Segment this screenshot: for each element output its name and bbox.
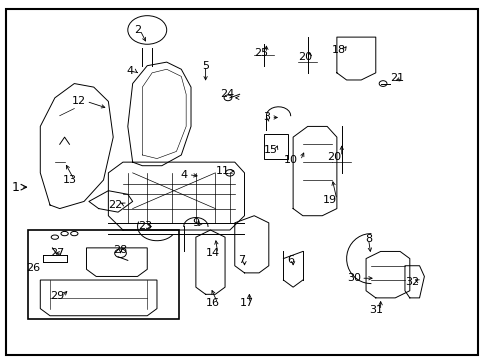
Text: 20: 20: [327, 152, 341, 162]
Bar: [28, 230, 179, 319]
Text: 23: 23: [138, 221, 152, 231]
Text: 24: 24: [220, 89, 234, 99]
Text: 2: 2: [134, 25, 141, 35]
Text: 18: 18: [331, 45, 346, 55]
Text: 10: 10: [283, 156, 297, 165]
Text: 9: 9: [192, 218, 199, 228]
Text: 8: 8: [364, 234, 371, 244]
Text: 20: 20: [298, 52, 312, 62]
Text: 28: 28: [113, 245, 127, 255]
Text: 14: 14: [205, 248, 220, 258]
Text: 15: 15: [264, 145, 278, 155]
Text: 29: 29: [50, 291, 64, 301]
Text: 7: 7: [238, 255, 245, 265]
Text: 16: 16: [205, 298, 220, 308]
Text: 4: 4: [126, 66, 134, 76]
Text: 13: 13: [62, 175, 76, 185]
Text: 21: 21: [390, 73, 404, 83]
Text: 31: 31: [368, 305, 382, 315]
Text: 17: 17: [240, 298, 253, 308]
Text: 6: 6: [286, 255, 294, 265]
Text: 26: 26: [26, 262, 40, 273]
Text: 19: 19: [322, 195, 336, 204]
Text: 25: 25: [254, 48, 268, 58]
Text: 12: 12: [72, 96, 86, 107]
Text: 1: 1: [12, 181, 20, 194]
Text: 11: 11: [215, 166, 229, 176]
Text: 4: 4: [180, 170, 187, 180]
Text: 32: 32: [405, 277, 418, 287]
Text: 27: 27: [50, 248, 64, 258]
Text: 22: 22: [108, 200, 122, 210]
Text: 3: 3: [263, 112, 269, 122]
Text: 30: 30: [346, 273, 360, 283]
Text: 5: 5: [202, 61, 209, 71]
